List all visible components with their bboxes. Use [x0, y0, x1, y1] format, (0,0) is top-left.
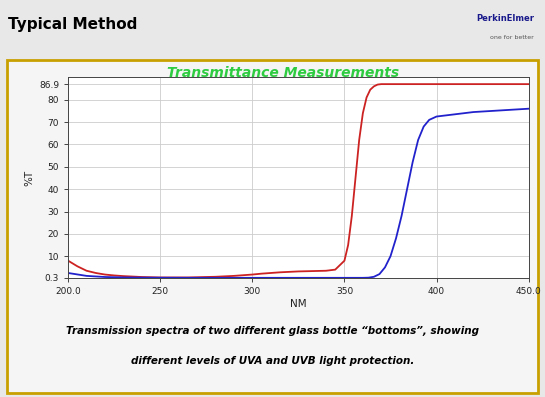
- Text: Transmission spectra of two different glass bottle “bottoms”, showing: Transmission spectra of two different gl…: [66, 326, 479, 337]
- Text: Transmittance Measurements: Transmittance Measurements: [167, 66, 399, 81]
- X-axis label: NM: NM: [290, 299, 307, 309]
- Text: PerkinElmer: PerkinElmer: [476, 13, 534, 23]
- Text: one for better: one for better: [490, 35, 534, 40]
- Y-axis label: %T: %T: [25, 170, 35, 186]
- Text: different levels of UVA and UVB light protection.: different levels of UVA and UVB light pr…: [131, 356, 414, 366]
- Text: Typical Method: Typical Method: [8, 17, 137, 32]
